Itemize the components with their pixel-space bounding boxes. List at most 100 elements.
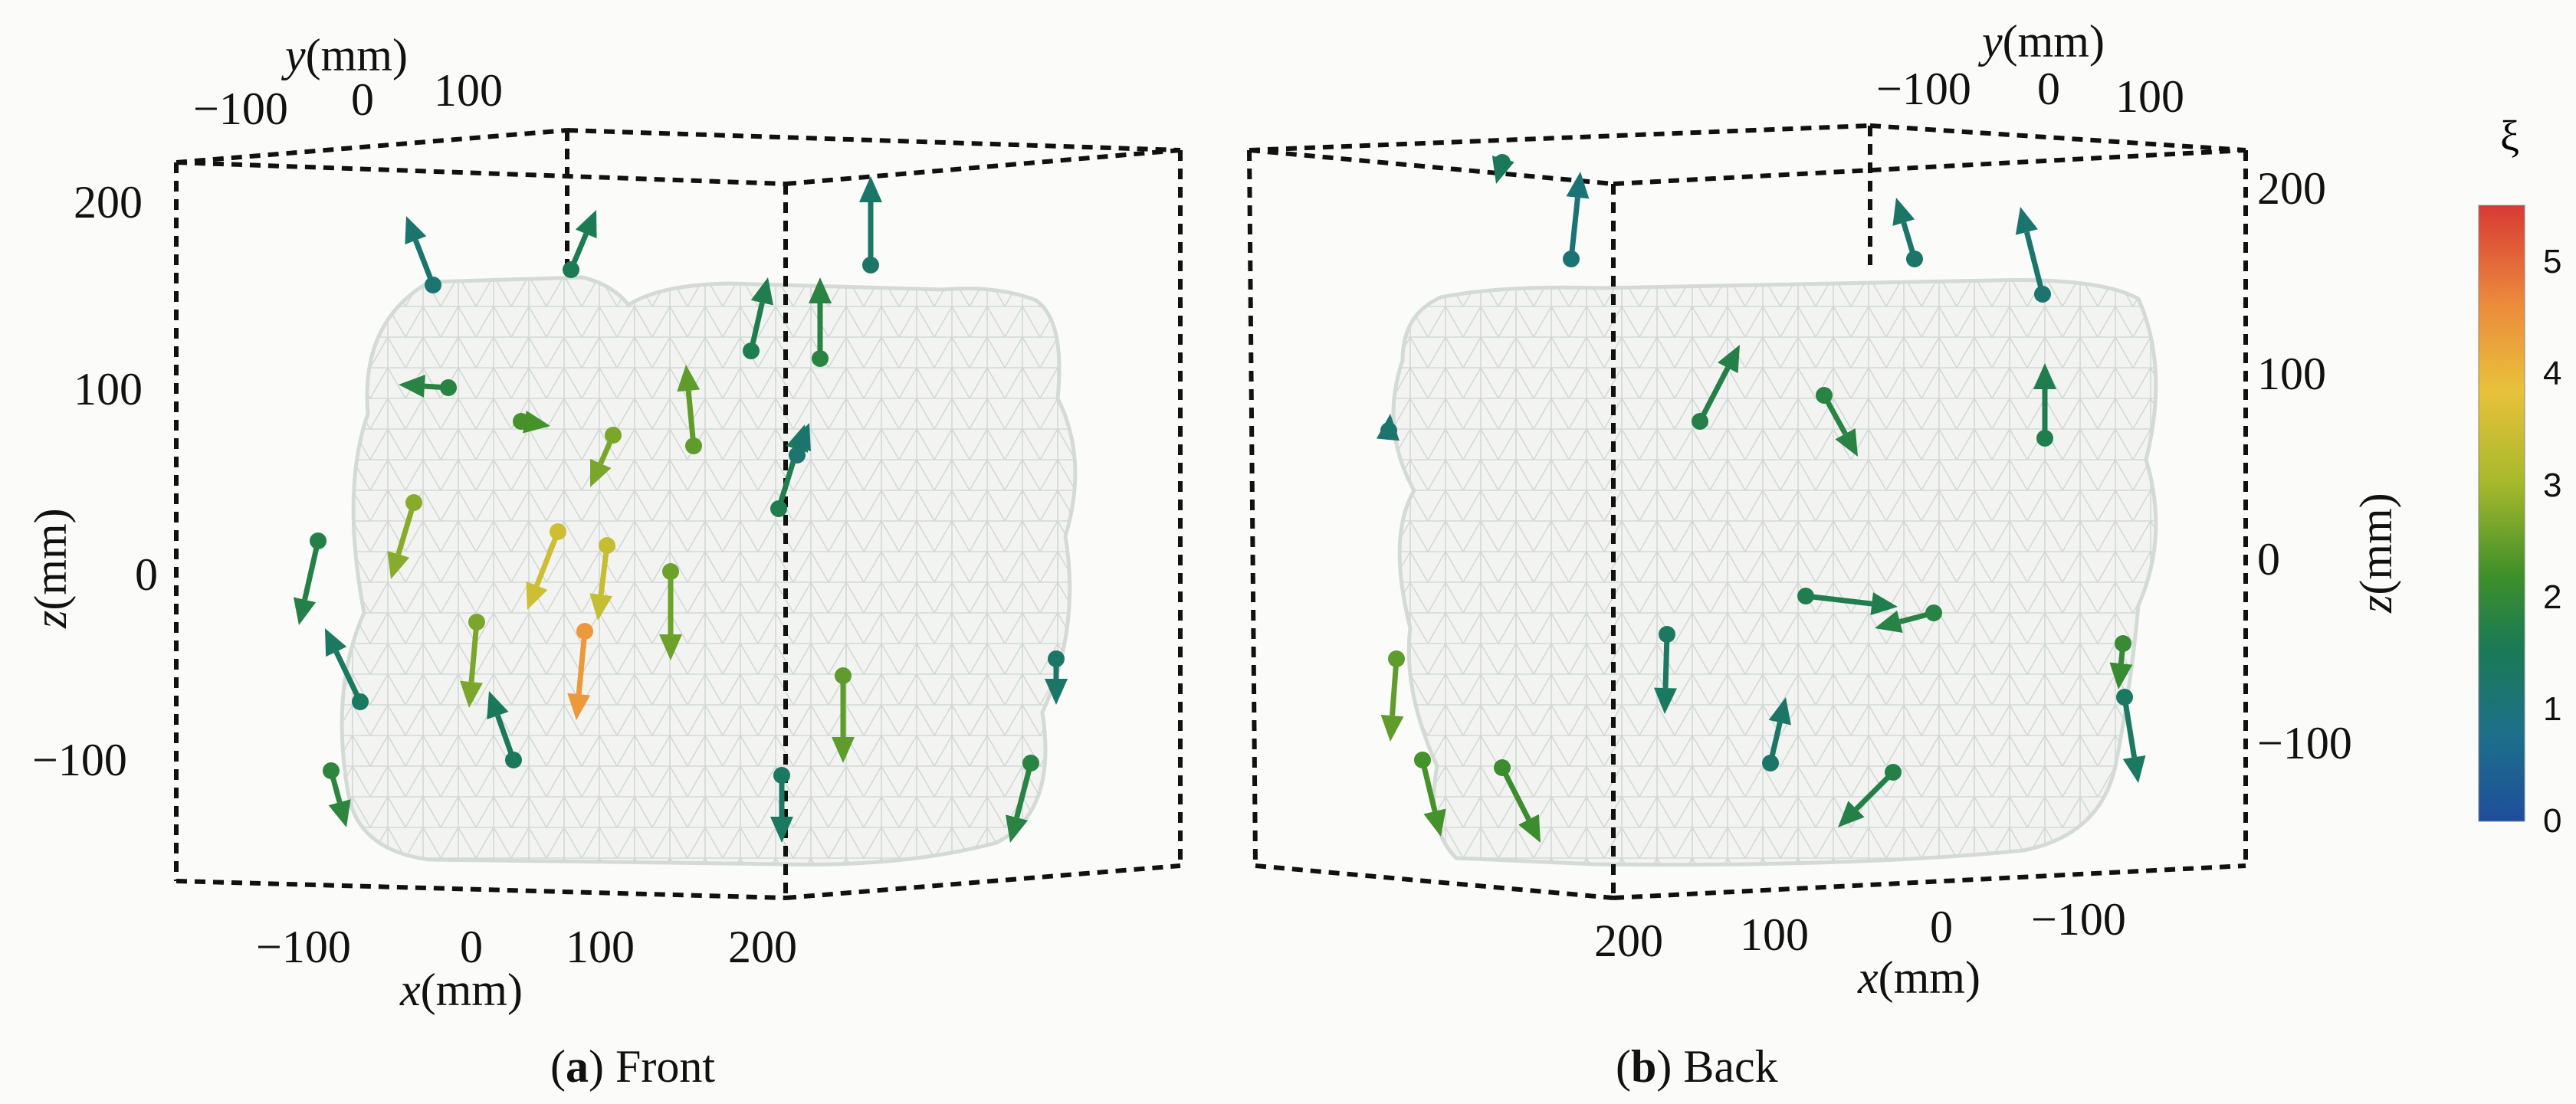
arrow-head <box>526 581 548 610</box>
arrow-marker <box>1376 414 1400 441</box>
arrow-head <box>325 628 347 657</box>
arrow-head <box>460 680 483 708</box>
arrow-marker <box>387 494 422 579</box>
arrow-marker <box>1692 345 1740 430</box>
panel-front: 200 100 0 −100 z(mm) y(mm) −100 0 100 −1… <box>25 30 1183 1092</box>
arrow-marker <box>460 614 485 708</box>
arrow-marker <box>770 767 793 843</box>
arrow-shaft <box>302 540 321 601</box>
arrow-head <box>1870 592 1898 615</box>
arrow-shaft <box>1499 766 1531 821</box>
x-tick-label: 200 <box>728 922 797 972</box>
arrow-head <box>1045 679 1068 705</box>
arrow-shaft <box>1854 770 1895 811</box>
arrow-head <box>832 737 855 763</box>
x-tick-label: 0 <box>1930 902 1953 952</box>
arrow-origin-dot <box>505 752 522 768</box>
arrow-head <box>750 277 774 306</box>
arrow-head <box>1423 808 1446 837</box>
arrow-head <box>399 375 425 398</box>
arrow-origin-dot <box>425 277 441 293</box>
arrow-marker <box>1838 764 1902 827</box>
arrow-marker <box>399 375 457 398</box>
bone-mesh-back-texture <box>1393 280 2156 865</box>
arrow-origin-dot <box>1762 755 1779 771</box>
arrow-origin-dot <box>468 614 485 631</box>
arrow-marker <box>2116 689 2146 783</box>
arrow-origin-dot <box>1797 588 1814 604</box>
arrow-marker <box>323 762 351 827</box>
arrow-marker <box>832 667 855 763</box>
y-axis-label: y(mm) <box>281 30 408 80</box>
arrow-origin-dot <box>835 667 852 684</box>
arrow-origin-dot <box>563 261 579 278</box>
arrow-marker <box>526 523 566 610</box>
arrow-shaft <box>1568 197 1580 260</box>
arrow-head <box>1875 610 1903 633</box>
arrow-marker <box>1045 650 1068 705</box>
arrow-marker <box>859 176 882 274</box>
arrow-head <box>789 423 811 452</box>
arrow-origin-dot <box>1380 422 1397 439</box>
arrow-origin-dot <box>576 623 593 640</box>
z-tick-label: 0 <box>2257 534 2280 585</box>
arrow-shaft <box>1662 634 1670 689</box>
arrow-origin-dot <box>789 447 806 464</box>
arrow-marker <box>1875 604 1942 633</box>
z-tick-label: 100 <box>74 364 143 414</box>
arrow-origin-dot <box>1494 759 1511 776</box>
y-tick-label: 0 <box>351 74 374 125</box>
arrow-shaft <box>395 501 417 555</box>
z-axis-label: z(mm) <box>25 508 76 629</box>
panel-back: y(mm) −100 0 100 200 100 0 −100 z(mm) 20… <box>1247 16 2401 1092</box>
arrow-marker <box>1006 755 1039 843</box>
colorbar-tick: 0 <box>2543 802 2561 840</box>
arrow-origin-dot <box>862 257 879 274</box>
arrow-marker <box>1816 387 1858 457</box>
arrow-head <box>770 817 793 843</box>
x-axis-label: x(mm) <box>1857 952 1980 1003</box>
arrow-origin-dot <box>1414 752 1431 768</box>
arrows-back <box>1376 154 2146 843</box>
arrow-marker <box>589 537 615 621</box>
colorbar-tick: 3 <box>2543 467 2561 504</box>
arrow-origin-dot <box>605 427 622 444</box>
z-tick-label: 200 <box>74 177 143 228</box>
arrow-marker <box>405 216 441 293</box>
y-tick-label: −100 <box>193 84 288 134</box>
arrow-origin-dot <box>1925 604 1942 621</box>
arrow-head <box>1768 697 1791 726</box>
arrow-head <box>2015 207 2038 235</box>
arrow-marker <box>809 277 832 367</box>
arrow-origin-dot <box>2036 430 2053 447</box>
x-tick-label: −100 <box>2031 894 2126 945</box>
arrow-head <box>1835 428 1858 457</box>
arrow-head <box>589 593 613 621</box>
arrow-origin-dot <box>812 350 829 367</box>
z-tick-label: 100 <box>2257 349 2326 399</box>
arrow-head <box>575 210 597 239</box>
x-tick-label: 100 <box>566 922 635 972</box>
arrow-head <box>2033 363 2056 389</box>
arrow-origin-dot <box>1906 251 1923 267</box>
bone-mesh-front-texture <box>342 277 1075 865</box>
arrow-origin-dot <box>310 532 327 549</box>
arrow-head <box>567 693 591 720</box>
caption-back: (b) Back <box>1616 1041 1778 1092</box>
caption-front: (a) Front <box>550 1041 715 1092</box>
arrow-shaft <box>576 631 588 695</box>
arrow-marker <box>677 365 702 454</box>
arrow-origin-dot <box>599 537 615 554</box>
arrow-marker <box>590 427 622 487</box>
x-tick-label: −100 <box>256 922 351 972</box>
arrow-shaft <box>685 390 697 447</box>
z-tick-label: 200 <box>2257 163 2326 214</box>
y-tick-label: 100 <box>2115 71 2184 122</box>
arrow-shaft <box>1014 762 1034 818</box>
arrow-head <box>2122 755 2146 783</box>
y-tick-label: −100 <box>1876 64 1971 114</box>
arrow-origin-dot <box>662 563 679 580</box>
x-axis-label: x(mm) <box>399 965 523 1015</box>
arrow-origin-dot <box>1022 755 1039 771</box>
arrow-shaft <box>468 621 480 683</box>
